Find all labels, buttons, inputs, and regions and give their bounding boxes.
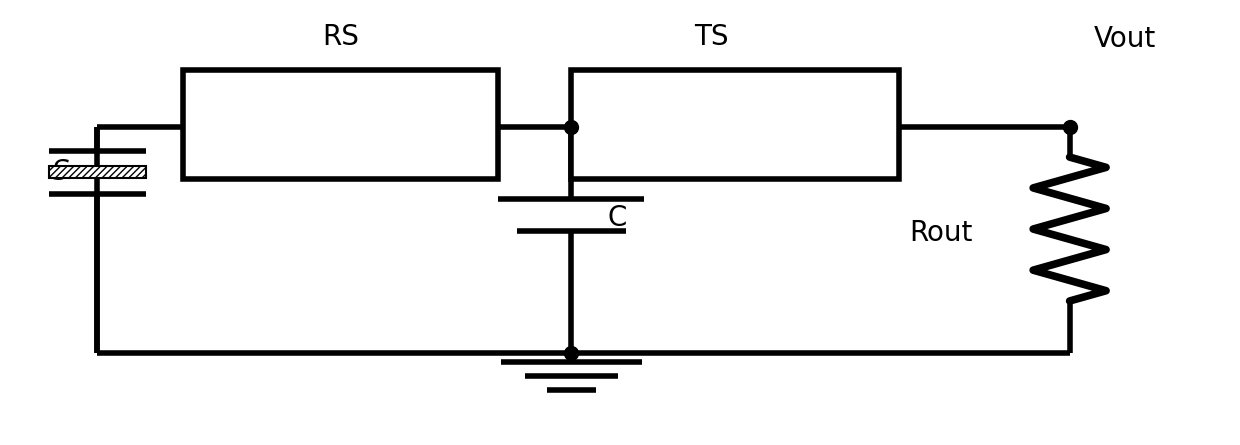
- Bar: [572, 70, 899, 179]
- Bar: [48, 166, 146, 178]
- Text: RS: RS: [322, 23, 358, 51]
- Bar: [182, 70, 498, 179]
- Text: C: C: [608, 204, 627, 232]
- Text: Rout: Rout: [909, 219, 972, 247]
- Text: TS: TS: [694, 23, 728, 51]
- Text: Vout: Vout: [1094, 25, 1156, 53]
- Text: S: S: [52, 158, 69, 186]
